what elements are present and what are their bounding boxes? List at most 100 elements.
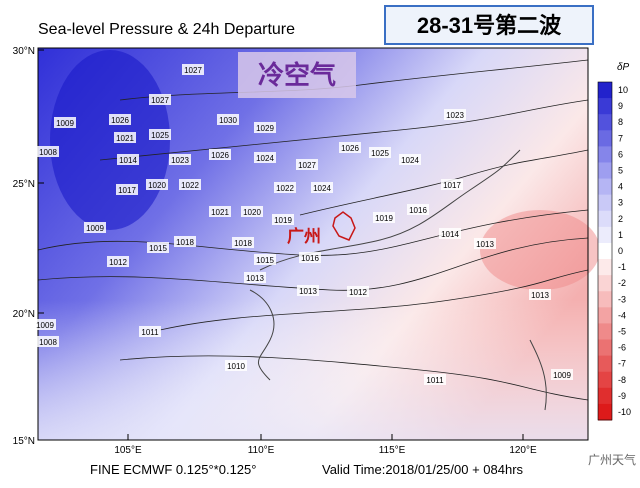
colorbar-frame — [597, 81, 613, 421]
cold-core — [50, 50, 170, 230]
isobar-label: 1018 — [176, 238, 194, 247]
isobar-label-bg — [254, 152, 276, 163]
isobar-label-bg — [339, 142, 361, 153]
isobar-label-bg — [225, 360, 247, 371]
isobar-label-bg — [299, 252, 321, 263]
isobar-label-bg — [109, 114, 131, 125]
isobar-label: 1022 — [276, 184, 294, 193]
isobar-label: 1023 — [446, 111, 464, 120]
colorbar-tick: -2 — [618, 278, 626, 288]
isobar-label: 1009 — [553, 371, 571, 380]
isobar-label-bg — [37, 336, 59, 347]
isobar-label-bg — [147, 242, 169, 253]
colorbar-cell — [598, 339, 612, 357]
isobar-label-bg — [441, 179, 463, 190]
isobar-label: 1025 — [151, 131, 169, 140]
isobar-label: 1015 — [256, 256, 274, 265]
footer-valid: Valid Time:2018/01/25/00 + 084hrs — [322, 462, 524, 477]
badge-box — [384, 5, 594, 45]
colorbar-tick: 9 — [618, 101, 623, 111]
colorbar-cell — [598, 242, 612, 260]
isobar-label: 1012 — [109, 258, 127, 267]
isobar-label: 1009 — [36, 321, 54, 330]
colorbar-cell — [598, 162, 612, 180]
isobar-label: 1013 — [299, 287, 317, 296]
isobar-label: 1024 — [256, 154, 274, 163]
isobar-label-bg — [209, 206, 231, 217]
isobar-label: 1017 — [443, 181, 461, 190]
city-label: 广州 — [287, 226, 321, 246]
lat-label: 25°N — [13, 179, 35, 190]
colorbar-cell — [598, 291, 612, 308]
isobar-label: 1024 — [401, 156, 419, 165]
isobar-label-bg — [272, 214, 294, 225]
colorbar-cell — [598, 226, 612, 244]
colorbar-tick: -8 — [618, 375, 626, 385]
isobar-label-bg — [174, 236, 196, 247]
isobar-label-bg — [84, 222, 106, 233]
isobar-label: 1015 — [149, 244, 167, 253]
isobar-label: 1020 — [148, 181, 166, 190]
isobar-label: 1027 — [298, 161, 316, 170]
cold-air-label: 冷空气 — [258, 60, 336, 90]
isobar-label: 1013 — [476, 240, 494, 249]
isobar-label-bg — [551, 369, 573, 380]
colorbar-tick: 4 — [618, 182, 623, 192]
isobar-label-bg — [297, 285, 319, 296]
colorbar-tick: 1 — [618, 230, 623, 240]
isobar-label-bg — [373, 212, 395, 223]
isobar-label: 1029 — [256, 124, 274, 133]
isobar-label-bg — [169, 154, 191, 165]
isobar-label-bg — [232, 237, 254, 248]
isobar-label: 1019 — [375, 214, 393, 223]
isobar-label: 1016 — [301, 254, 319, 263]
colorbar-tick: -10 — [618, 407, 631, 417]
colorbar-tick: 3 — [618, 198, 623, 208]
colorbar-tick: -6 — [618, 343, 626, 353]
isobar-label: 1014 — [441, 230, 459, 239]
cold-air-box — [238, 52, 356, 98]
footer-model: FINE ECMWF 0.125°*0.125° — [90, 462, 256, 477]
isobar-label-bg — [474, 238, 496, 249]
colorbar-tick: 6 — [618, 149, 623, 159]
isobar-label: 1021 — [211, 208, 229, 217]
colorbar-tick: -1 — [618, 262, 626, 272]
colorbar-tick: 5 — [618, 166, 623, 176]
isobar-label: 1013 — [246, 274, 264, 283]
warm-area — [480, 210, 600, 290]
isobar-label: 1027 — [184, 66, 202, 75]
isobar-label-bg — [34, 319, 56, 330]
isobar-label: 1008 — [39, 338, 57, 347]
isobar-label-bg — [369, 147, 391, 158]
isobar-label-bg — [444, 109, 466, 120]
colorbar-cell — [598, 130, 612, 147]
isobar-label-bg — [296, 159, 318, 170]
colorbar-tick: -5 — [618, 326, 626, 336]
badge: 28-31号第二波 — [417, 13, 562, 38]
isobar-label: 1008 — [39, 148, 57, 157]
colorbar-tick: -9 — [618, 391, 626, 401]
isobar-label-bg — [37, 146, 59, 157]
isobar-label: 1012 — [349, 288, 367, 297]
isobar-label-bg — [182, 64, 204, 75]
colorbar-title: δP — [617, 62, 630, 73]
colorbar-cell — [598, 403, 612, 421]
lat-label: 20°N — [13, 309, 35, 320]
isobar-label-bg — [149, 129, 171, 140]
isobar-label: 1016 — [409, 206, 427, 215]
isobar-label: 1027 — [151, 96, 169, 105]
colorbar-cell — [598, 98, 612, 115]
colorbar-cell — [598, 82, 612, 99]
lon-label: 115°E — [379, 445, 406, 456]
isobar-label: 1023 — [171, 156, 189, 165]
isobar-label-bg — [117, 154, 139, 165]
isobar-label-bg — [399, 154, 421, 165]
colorbar-cell — [598, 355, 612, 373]
map-field-south — [38, 300, 588, 440]
lat-label: 15°N — [13, 436, 35, 447]
isobar-label-bg — [439, 228, 461, 239]
isobar-label-bg — [254, 122, 276, 133]
isobar-label: 1021 — [116, 134, 134, 143]
isobar-label: 1019 — [274, 216, 292, 225]
